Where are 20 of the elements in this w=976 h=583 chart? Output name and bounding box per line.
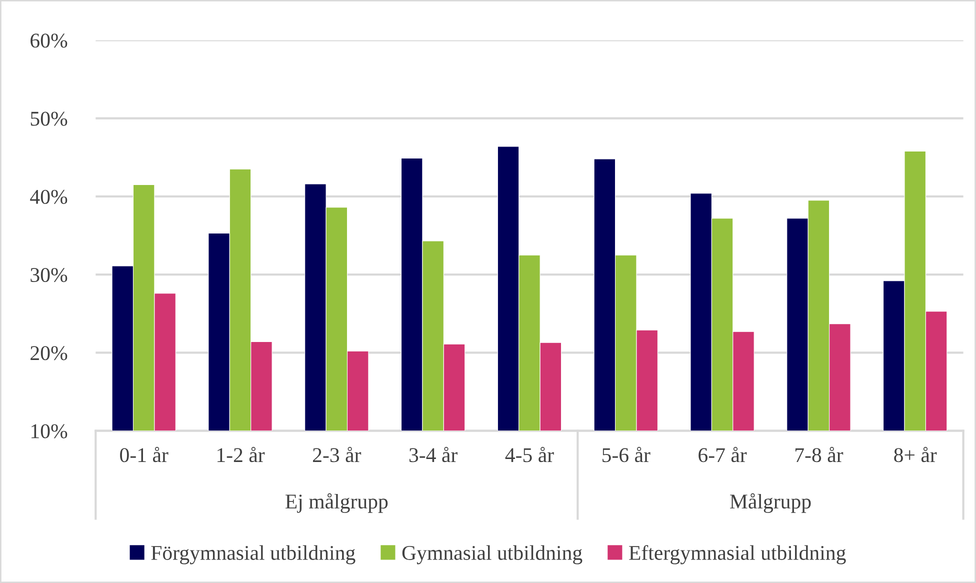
y-tick-label: 40% (30, 190, 68, 204)
x-tick-label: 1-2 år (218, 446, 265, 462)
legend-label: Förgymnasial utbildning (151, 545, 356, 564)
x-tick-label: 8+ år (894, 446, 937, 462)
x-tick-label: 6-7 år (698, 446, 747, 462)
y-tick-label: 20% (30, 346, 68, 360)
y-tick-label: 10% (32, 424, 68, 438)
y-tick-label: 60% (30, 34, 68, 48)
x-tick-label: 5-6 år (602, 446, 650, 462)
x-tick-label: 2-3 år (313, 446, 362, 462)
text: Målgrupp (730, 493, 811, 513)
x-tick-label: 4-5 år (505, 446, 554, 462)
x-tick-label: 7-8 år (795, 446, 844, 462)
y-tick-label: 30% (30, 268, 68, 282)
legend-label: Gymnasial utbildning (402, 545, 582, 564)
legend-label: Eftergymnasial utbildning (629, 545, 846, 564)
y-tick-label: 50% (30, 112, 68, 126)
x-tick-label: 0-1 år (120, 446, 168, 462)
x-tick-label: 3-4 år (409, 446, 458, 462)
text: Ej målgrupp (285, 493, 388, 513)
